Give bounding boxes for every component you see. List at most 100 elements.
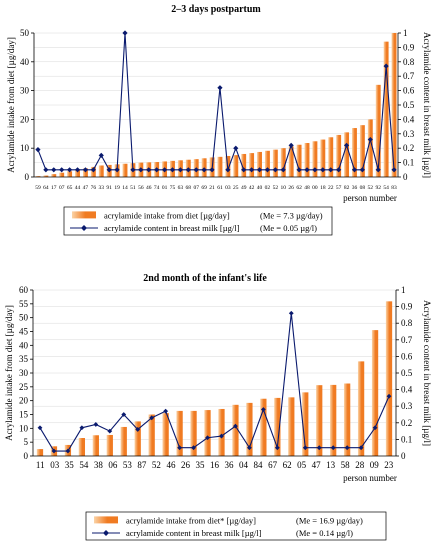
- y2-tick-label: 0.9: [403, 42, 415, 52]
- line-marker: [344, 445, 350, 451]
- x-tick-label: 33: [99, 185, 105, 191]
- x-tick-label: 11: [36, 460, 45, 470]
- line-marker: [260, 407, 266, 412]
- x-tick-label: 46: [166, 460, 176, 470]
- line-marker: [320, 167, 326, 173]
- x-tick-label: 26: [181, 460, 191, 470]
- bar: [352, 128, 357, 177]
- x-tick-label: 01: [162, 185, 168, 191]
- y2-tick-label: 0.2: [401, 418, 412, 428]
- line-marker: [288, 142, 294, 148]
- x-tick-label: 21: [209, 185, 215, 191]
- line-marker: [90, 167, 96, 173]
- y-tick-label: 30: [20, 86, 30, 96]
- bar: [134, 421, 141, 456]
- bar: [264, 150, 270, 177]
- x-tick-label: 58: [341, 460, 351, 470]
- x-axis-title: person number: [343, 473, 397, 483]
- legend-line-marker: [103, 530, 109, 536]
- y2-tick-label: 0.3: [403, 129, 415, 139]
- y2-tick-label: 0.6: [403, 86, 415, 96]
- line-marker: [138, 167, 144, 173]
- line-marker: [154, 167, 160, 173]
- line-marker: [351, 167, 358, 173]
- x-tick-label: 09: [370, 460, 380, 470]
- x-tick-label: 52: [152, 460, 161, 470]
- bar: [312, 141, 318, 177]
- bar: [67, 171, 73, 177]
- x-tick-label: 48: [304, 185, 310, 191]
- line-marker: [67, 167, 73, 173]
- bar: [328, 137, 334, 177]
- y-tick-label: 10: [19, 423, 29, 433]
- bar: [274, 397, 281, 456]
- y2-tick-label: 0: [403, 172, 408, 182]
- bar: [391, 33, 397, 177]
- legend-label: acrylamide intake from diet* [µg/day]: [126, 515, 256, 525]
- line-marker: [201, 167, 207, 173]
- bar: [320, 139, 326, 177]
- line-marker: [391, 167, 397, 173]
- line-marker: [185, 167, 191, 173]
- x-tick-label: 47: [312, 460, 322, 470]
- line-marker: [43, 167, 49, 173]
- line-marker: [79, 425, 85, 431]
- line-marker: [383, 63, 389, 69]
- y-tick-label: 50: [19, 313, 29, 323]
- bar: [43, 175, 49, 177]
- line-marker: [51, 448, 57, 454]
- line-marker: [302, 445, 308, 451]
- y-tick-label: 20: [19, 396, 29, 406]
- x-tick-label: 07: [193, 185, 199, 191]
- line-marker: [149, 415, 155, 421]
- x-tick-label: 53: [123, 460, 133, 470]
- x-tick-label: 62: [296, 185, 302, 191]
- bar: [371, 330, 379, 456]
- y2-tick-label: 0.5: [403, 100, 415, 110]
- x-tick-label: 35: [195, 460, 205, 470]
- x-tick-label: 10: [281, 185, 287, 191]
- line-marker: [169, 167, 176, 173]
- x-tick-label: 82: [344, 185, 350, 191]
- legend-median: (Me = 16.9 µg/day): [296, 515, 363, 525]
- chart-second-month: 2nd month of the infant's life0510152025…: [4, 273, 432, 541]
- bar: [241, 153, 247, 177]
- y2-tick-label: 0.7: [403, 71, 415, 81]
- x-tick-label: 46: [146, 185, 152, 191]
- bar: [82, 168, 88, 177]
- line-marker: [177, 445, 182, 451]
- x-tick-label: 07: [59, 185, 65, 191]
- x-tick-label: 40: [257, 185, 263, 191]
- y-tick-label: 15: [19, 410, 29, 420]
- line-marker: [191, 445, 196, 451]
- x-tick-label: 47: [83, 185, 89, 191]
- x-tick-label: 18: [320, 185, 326, 191]
- x-tick-label: 56: [138, 185, 144, 191]
- bar: [249, 153, 255, 177]
- x-tick-label: 17: [51, 185, 57, 191]
- y2-tick-label: 0.4: [403, 114, 415, 124]
- line-marker: [288, 310, 294, 316]
- x-tick-label: 75: [170, 185, 176, 191]
- bar: [217, 156, 223, 177]
- y-tick-label: 45: [19, 327, 29, 337]
- bar: [218, 408, 225, 456]
- x-tick-label: 64: [43, 185, 49, 191]
- x-tick-label: 52: [368, 185, 374, 191]
- y-tick-label: 30: [19, 368, 29, 378]
- line-marker: [241, 167, 247, 173]
- x-tick-label: 23: [384, 460, 394, 470]
- bar: [316, 385, 323, 456]
- x-tick-label: 22: [328, 185, 334, 191]
- bar: [75, 169, 80, 177]
- bar: [204, 410, 211, 456]
- line-marker: [359, 167, 365, 173]
- bar: [304, 143, 310, 177]
- line-marker: [304, 167, 310, 173]
- x-tick-label: 28: [355, 460, 365, 470]
- bar: [148, 414, 155, 456]
- y-tick-label: 10: [20, 143, 30, 153]
- bar: [302, 392, 309, 456]
- bar: [59, 172, 65, 177]
- line-marker: [233, 145, 239, 151]
